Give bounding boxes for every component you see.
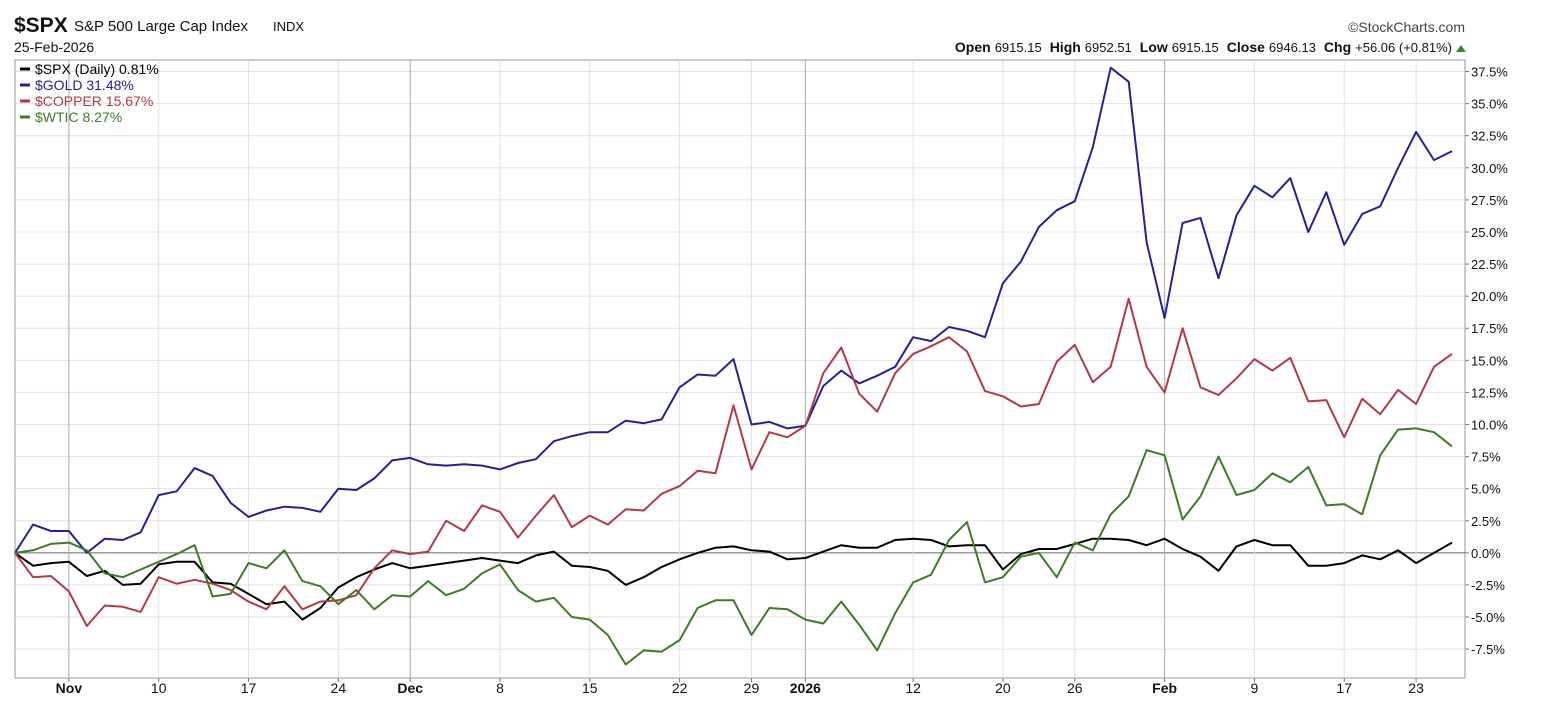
y-tick-label: 30.0% [1471,161,1508,176]
y-tick-label: 35.0% [1471,97,1508,112]
y-tick-label: 17.5% [1471,321,1508,336]
x-tick-label: 17 [1336,680,1352,696]
y-tick-label: 10.0% [1471,418,1508,433]
y-tick-label: 15.0% [1471,353,1508,368]
legend-label: $GOLD 31.48% [35,77,134,93]
date: 25-Feb-2026 [14,39,94,55]
legend-label: $COPPER 15.67% [35,93,153,109]
y-tick-label: 25.0% [1471,225,1508,240]
legend-label: $SPX (Daily) 0.81% [35,61,159,77]
quote-label: Close [1227,39,1265,55]
x-tick-label: 9 [1251,680,1259,696]
x-tick-label: 24 [331,680,347,696]
x-tick-label: Nov [56,680,83,696]
y-tick-label: 5.0% [1471,482,1501,497]
y-tick-label: 37.5% [1471,65,1508,80]
x-tick-label: 15 [582,680,598,696]
x-tick-label: 2026 [790,680,821,696]
y-tick-label: 7.5% [1471,450,1501,465]
quote-label: High [1050,39,1081,55]
quote-value: 6915.15 [995,40,1042,55]
y-tick-label: 2.5% [1471,514,1501,529]
x-tick-label: Feb [1152,680,1177,696]
x-tick-label: 22 [672,680,688,696]
y-tick-label: -7.5% [1471,642,1505,657]
series-line [14,537,1453,621]
y-tick-label: 0.0% [1471,546,1501,561]
quote-value: 6915.15 [1172,40,1219,55]
y-tick-label: -2.5% [1471,578,1505,593]
chart-subtitle: S&P 500 Large Cap Index [74,18,249,35]
x-tick-label: 12 [905,680,921,696]
quote-label: Low [1140,39,1168,55]
y-tick-label: -5.0% [1471,610,1505,625]
y-tick-label: 32.5% [1471,129,1508,144]
x-tick-label: 23 [1408,680,1424,696]
x-tick-label: 17 [241,680,257,696]
y-tick-label: 22.5% [1471,257,1508,272]
series-line [14,297,1453,627]
quote-line: Open 6915.15 High 6952.51 Low 6915.15 Close 694… [955,39,1452,55]
credit: ©StockCharts.com [1348,19,1465,35]
quote-value: 6946.13 [1269,40,1316,55]
y-tick-label: 12.5% [1471,385,1508,400]
chart-title: $SPX [14,14,68,37]
x-tick-label: 10 [151,680,167,696]
y-tick-label: 20.0% [1471,289,1508,304]
up-arrow [1456,45,1466,52]
series-line [14,427,1453,666]
series-line [14,66,1453,554]
y-tick-label: 27.5% [1471,193,1508,208]
x-tick-label: Dec [397,680,423,696]
quote-label: Open [955,39,991,55]
x-tick-label: 29 [744,680,760,696]
quote-value: +56.06 (+0.81%) [1355,40,1452,55]
quote-label: Chg [1324,39,1351,55]
x-tick-label: 20 [995,680,1011,696]
x-tick-label: 26 [1067,680,1083,696]
plot-frame [14,59,1466,679]
legend-label: $WTIC 8.27% [35,109,122,125]
x-tick-label: 8 [496,680,504,696]
quote-value: 6952.51 [1085,40,1132,55]
exchange: INDX [273,19,304,34]
